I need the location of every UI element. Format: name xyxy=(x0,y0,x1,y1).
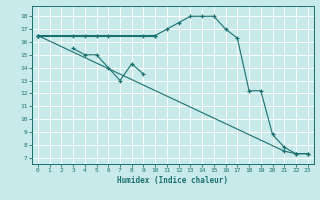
X-axis label: Humidex (Indice chaleur): Humidex (Indice chaleur) xyxy=(117,176,228,185)
